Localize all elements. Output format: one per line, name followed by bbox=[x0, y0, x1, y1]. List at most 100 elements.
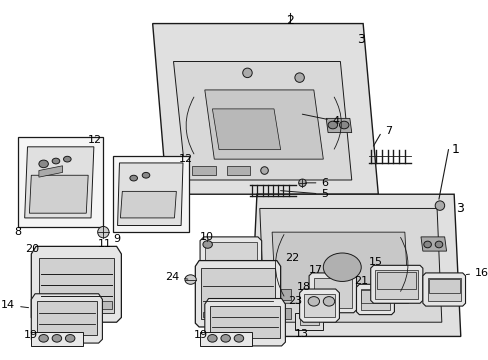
Polygon shape bbox=[120, 192, 176, 218]
Text: 21: 21 bbox=[353, 276, 367, 287]
Polygon shape bbox=[195, 261, 280, 327]
Text: 16: 16 bbox=[466, 268, 488, 278]
Ellipse shape bbox=[39, 334, 48, 342]
Ellipse shape bbox=[260, 167, 268, 174]
Ellipse shape bbox=[242, 68, 252, 78]
Polygon shape bbox=[271, 232, 408, 303]
Polygon shape bbox=[117, 163, 183, 225]
Ellipse shape bbox=[327, 121, 337, 129]
Text: 19: 19 bbox=[193, 330, 207, 341]
Ellipse shape bbox=[184, 275, 196, 284]
Bar bbox=[361, 290, 389, 303]
Bar bbox=[299, 318, 318, 325]
Polygon shape bbox=[308, 273, 356, 313]
Ellipse shape bbox=[434, 201, 444, 210]
Text: 3: 3 bbox=[455, 202, 463, 215]
Ellipse shape bbox=[221, 334, 230, 342]
Bar bbox=[226, 166, 250, 175]
Ellipse shape bbox=[39, 160, 48, 168]
Polygon shape bbox=[31, 246, 121, 322]
Text: 17: 17 bbox=[308, 265, 323, 275]
Ellipse shape bbox=[423, 241, 430, 248]
Text: 18: 18 bbox=[296, 282, 310, 292]
Text: 8: 8 bbox=[14, 227, 21, 237]
Bar bbox=[427, 279, 459, 293]
Ellipse shape bbox=[142, 172, 149, 178]
Text: 14: 14 bbox=[1, 300, 28, 310]
Bar bbox=[18, 137, 103, 228]
Text: 11: 11 bbox=[98, 232, 111, 249]
Ellipse shape bbox=[323, 297, 334, 306]
Bar bbox=[361, 289, 389, 310]
Ellipse shape bbox=[294, 73, 304, 82]
Ellipse shape bbox=[323, 253, 361, 282]
Bar bbox=[204, 242, 256, 270]
Polygon shape bbox=[204, 298, 285, 346]
Ellipse shape bbox=[207, 334, 217, 342]
Polygon shape bbox=[24, 147, 94, 218]
Polygon shape bbox=[259, 208, 441, 322]
Text: 13: 13 bbox=[294, 329, 308, 339]
Bar bbox=[375, 270, 417, 298]
Text: 19: 19 bbox=[23, 330, 38, 341]
Polygon shape bbox=[39, 166, 62, 177]
Text: 6: 6 bbox=[305, 178, 328, 188]
Ellipse shape bbox=[203, 241, 212, 248]
Ellipse shape bbox=[130, 175, 137, 181]
Text: 10: 10 bbox=[200, 232, 214, 242]
Text: 23: 23 bbox=[287, 296, 302, 306]
Bar bbox=[313, 278, 351, 308]
Ellipse shape bbox=[234, 334, 243, 342]
Ellipse shape bbox=[339, 121, 348, 129]
Polygon shape bbox=[39, 258, 114, 313]
Polygon shape bbox=[370, 265, 422, 303]
Text: 7: 7 bbox=[384, 126, 391, 136]
Bar bbox=[113, 156, 188, 232]
Ellipse shape bbox=[65, 334, 75, 342]
Polygon shape bbox=[152, 23, 378, 194]
Polygon shape bbox=[325, 118, 351, 132]
Text: 2: 2 bbox=[285, 14, 293, 27]
Ellipse shape bbox=[298, 179, 305, 186]
Bar bbox=[31, 332, 83, 346]
Polygon shape bbox=[37, 301, 97, 336]
Text: 9: 9 bbox=[113, 234, 120, 244]
Bar bbox=[304, 294, 334, 318]
Polygon shape bbox=[201, 268, 274, 319]
Ellipse shape bbox=[52, 334, 61, 342]
Text: 22: 22 bbox=[285, 253, 299, 263]
Text: 20: 20 bbox=[24, 244, 39, 254]
Polygon shape bbox=[210, 306, 279, 338]
Ellipse shape bbox=[434, 241, 442, 248]
Text: 12: 12 bbox=[88, 135, 102, 145]
Ellipse shape bbox=[52, 158, 60, 164]
Text: 1: 1 bbox=[450, 143, 458, 156]
Text: 12: 12 bbox=[179, 154, 193, 164]
Bar bbox=[294, 313, 323, 330]
Bar bbox=[203, 312, 272, 318]
Text: 4: 4 bbox=[302, 114, 339, 126]
Ellipse shape bbox=[307, 297, 319, 306]
Text: 5: 5 bbox=[280, 189, 328, 199]
Polygon shape bbox=[422, 273, 465, 306]
Text: 15: 15 bbox=[368, 257, 382, 267]
Polygon shape bbox=[29, 175, 88, 213]
Bar bbox=[192, 166, 216, 175]
Polygon shape bbox=[204, 90, 323, 159]
Text: 24: 24 bbox=[164, 272, 187, 282]
Ellipse shape bbox=[63, 156, 71, 162]
Bar bbox=[264, 289, 290, 300]
Bar bbox=[41, 301, 112, 309]
Polygon shape bbox=[173, 62, 351, 180]
Ellipse shape bbox=[98, 226, 109, 238]
Bar bbox=[264, 308, 290, 319]
Polygon shape bbox=[250, 194, 460, 337]
Polygon shape bbox=[212, 109, 280, 150]
Polygon shape bbox=[200, 237, 261, 275]
Polygon shape bbox=[356, 284, 394, 315]
Bar bbox=[377, 272, 415, 289]
Text: 3: 3 bbox=[357, 33, 365, 46]
Bar bbox=[427, 278, 460, 301]
Polygon shape bbox=[299, 289, 339, 322]
Bar bbox=[200, 332, 252, 346]
